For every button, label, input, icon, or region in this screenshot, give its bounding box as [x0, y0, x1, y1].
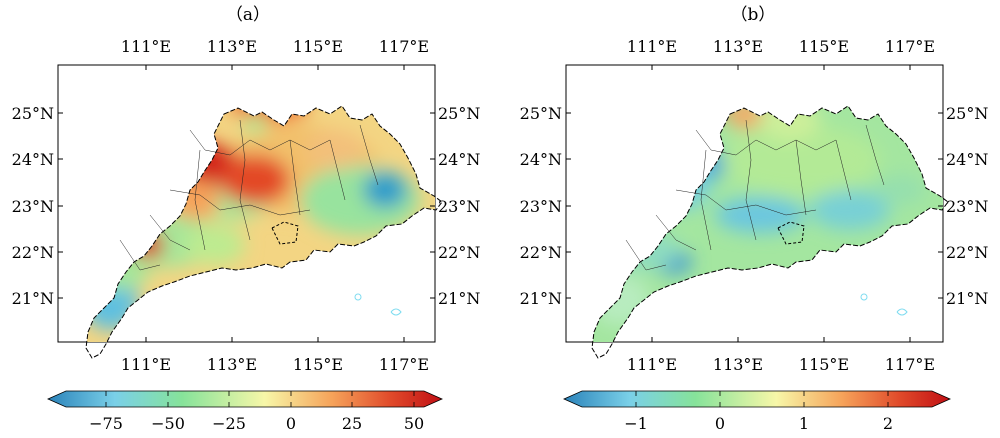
colorbar-tick-label: 2: [883, 414, 893, 433]
panel-a-frame-ticks: [58, 65, 435, 342]
lon-tick-label: 113°E: [713, 355, 763, 374]
panel-a-lat-labels-right: 25°N 24°N 23°N 22°N 21°N: [438, 104, 480, 308]
lat-tick-label: 21°N: [946, 289, 988, 308]
colorbar-tick-label: −25: [212, 414, 246, 433]
colorbar-body: [563, 390, 951, 408]
lat-tick-label: 22°N: [12, 243, 54, 262]
lon-tick-label: 113°E: [207, 355, 257, 374]
lat-tick-label: 24°N: [520, 150, 562, 169]
lat-tick-label: 23°N: [520, 197, 562, 216]
lat-tick-label: 25°N: [438, 104, 480, 123]
colorbar-tick-label: 1: [799, 414, 809, 433]
lon-tick-label: 117°E: [885, 37, 935, 56]
lat-tick-label: 24°N: [438, 150, 480, 169]
lon-tick-label: 117°E: [379, 37, 429, 56]
lat-tick-label: 25°N: [946, 104, 988, 123]
lon-tick-label: 117°E: [379, 355, 429, 374]
lon-tick-label: 113°E: [207, 37, 257, 56]
panel-b-colorbar-ticks: [635, 391, 889, 407]
lon-tick-label: 111°E: [627, 37, 677, 56]
lat-tick-label: 24°N: [12, 150, 54, 169]
panel-b-label: （b）: [731, 5, 776, 25]
colorbar-tick-label: −1: [624, 414, 648, 433]
colorbar-tick-label: 0: [286, 414, 296, 433]
colorbar-tick-label: −50: [151, 414, 185, 433]
panel-b-colorbar: −1 0 1 2: [563, 390, 951, 433]
lat-tick-label: 23°N: [946, 197, 988, 216]
lon-tick-label: 113°E: [713, 37, 763, 56]
lon-tick-label: 111°E: [121, 37, 171, 56]
lat-tick-label: 23°N: [438, 197, 480, 216]
panel-a-lon-labels-bottom: 111°E 113°E 115°E 117°E: [121, 355, 429, 374]
panel-b-frame-ticks: [566, 65, 943, 342]
lat-tick-label: 23°N: [12, 197, 54, 216]
panel-b-lat-labels-left: 25°N 24°N 23°N 22°N 21°N: [520, 104, 562, 308]
lon-tick-label: 115°E: [799, 355, 849, 374]
panel-b-islands: [777, 221, 908, 316]
colorbar-tick-label: −75: [89, 414, 123, 433]
lon-tick-label: 115°E: [293, 355, 343, 374]
lon-tick-label: 111°E: [627, 355, 677, 374]
panel-a-colorbar: −75 −50 −25 0 25 50: [47, 390, 443, 433]
lat-tick-label: 24°N: [946, 150, 988, 169]
panel-b-data-field: [592, 106, 943, 342]
lon-tick-label: 117°E: [885, 355, 935, 374]
panel-b-lat-labels-right: 25°N 24°N 23°N 22°N 21°N: [946, 104, 988, 308]
lat-tick-label: 22°N: [946, 243, 988, 262]
colorbar-tick-label: 50: [404, 414, 424, 433]
panel-b-prefecture-boundaries: [625, 119, 885, 271]
panel-b-colorbar-labels: −1 0 1 2: [624, 414, 893, 433]
lat-tick-label: 21°N: [12, 289, 54, 308]
panel-b: （b）: [520, 5, 989, 433]
panel-a-label: （a）: [226, 5, 270, 25]
lat-tick-label: 25°N: [12, 104, 54, 123]
colorbar-tick-label: 25: [342, 414, 362, 433]
lon-tick-label: 115°E: [799, 37, 849, 56]
lat-tick-label: 22°N: [520, 243, 562, 262]
panel-a-lon-labels-top: 111°E 113°E 115°E 117°E: [121, 37, 429, 56]
lat-tick-label: 21°N: [438, 289, 480, 308]
panel-a-lat-labels-left: 25°N 24°N 23°N 22°N 21°N: [12, 104, 54, 308]
panel-a: （a）: [12, 5, 481, 433]
lat-tick-label: 21°N: [520, 289, 562, 308]
panel-b-lon-labels-bottom: 111°E 113°E 115°E 117°E: [627, 355, 935, 374]
panel-a-colorbar-ticks: [105, 391, 415, 407]
colorbar-body: [47, 390, 443, 408]
lon-tick-label: 111°E: [121, 355, 171, 374]
panel-a-prefecture-boundaries: [119, 119, 379, 271]
panel-a-islands: [271, 221, 402, 316]
lat-tick-label: 22°N: [438, 243, 480, 262]
lat-tick-label: 25°N: [520, 104, 562, 123]
lon-tick-label: 115°E: [293, 37, 343, 56]
panel-b-lon-labels-top: 111°E 113°E 115°E 117°E: [627, 37, 935, 56]
panel-a-data-field: [86, 106, 435, 342]
colorbar-tick-label: 0: [715, 414, 725, 433]
panel-a-colorbar-labels: −75 −50 −25 0 25 50: [89, 414, 424, 433]
